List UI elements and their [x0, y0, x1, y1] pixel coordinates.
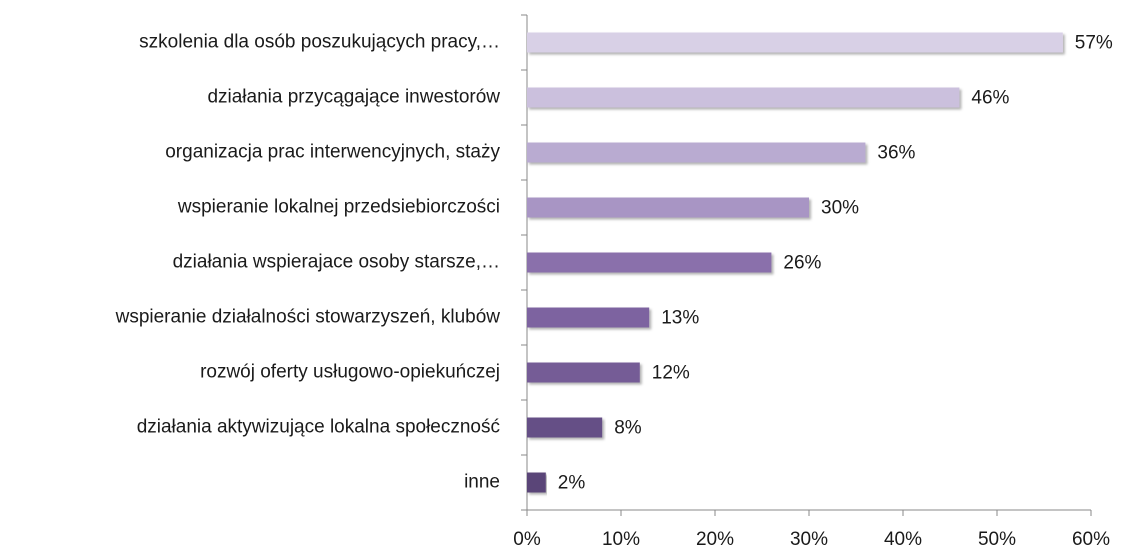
x-tick-label: 40%: [884, 529, 922, 550]
value-label: 12%: [652, 363, 690, 384]
bar: [527, 252, 772, 273]
y-tick-label: wspieranie działalności stowarzyszeń, kl…: [115, 307, 501, 328]
y-tick-label: działania przycągające inwestorów: [207, 87, 500, 108]
y-tick-label: szkolenia dla osób poszukujących pracy,…: [139, 32, 500, 53]
value-label: 2%: [558, 473, 586, 494]
bar: [527, 142, 866, 163]
value-label: 36%: [877, 143, 915, 164]
x-tick-label: 20%: [696, 529, 734, 550]
x-tick-label: 60%: [1072, 529, 1110, 550]
bar: [527, 197, 809, 218]
value-label: 26%: [783, 253, 821, 274]
x-tick-label: 0%: [513, 529, 541, 550]
value-label: 13%: [661, 308, 699, 329]
y-tick-label: inne: [464, 472, 500, 493]
bar: [527, 87, 960, 108]
bar: [527, 362, 640, 383]
bar: [527, 307, 650, 328]
x-tick-label: 30%: [790, 529, 828, 550]
value-label: 46%: [971, 88, 1009, 109]
value-label: 57%: [1075, 33, 1113, 54]
x-tick-label: 10%: [602, 529, 640, 550]
y-tick-label: działania wspierajace osoby starsze,…: [173, 252, 500, 273]
bar: [527, 32, 1063, 53]
y-tick-label: rozwój oferty usługowo-opiekuńczej: [200, 362, 500, 383]
value-label: 30%: [821, 198, 859, 219]
bar: [527, 472, 546, 493]
y-tick-label: działania aktywizujące lokalna społeczno…: [137, 417, 500, 438]
y-tick-label: organizacja prac interwencyjnych, staży: [165, 142, 500, 163]
y-tick-label: wspieranie lokalnej przedsiebiorczości: [177, 197, 500, 218]
bar: [527, 417, 603, 438]
value-label: 8%: [614, 418, 642, 439]
x-tick-label: 50%: [978, 529, 1016, 550]
